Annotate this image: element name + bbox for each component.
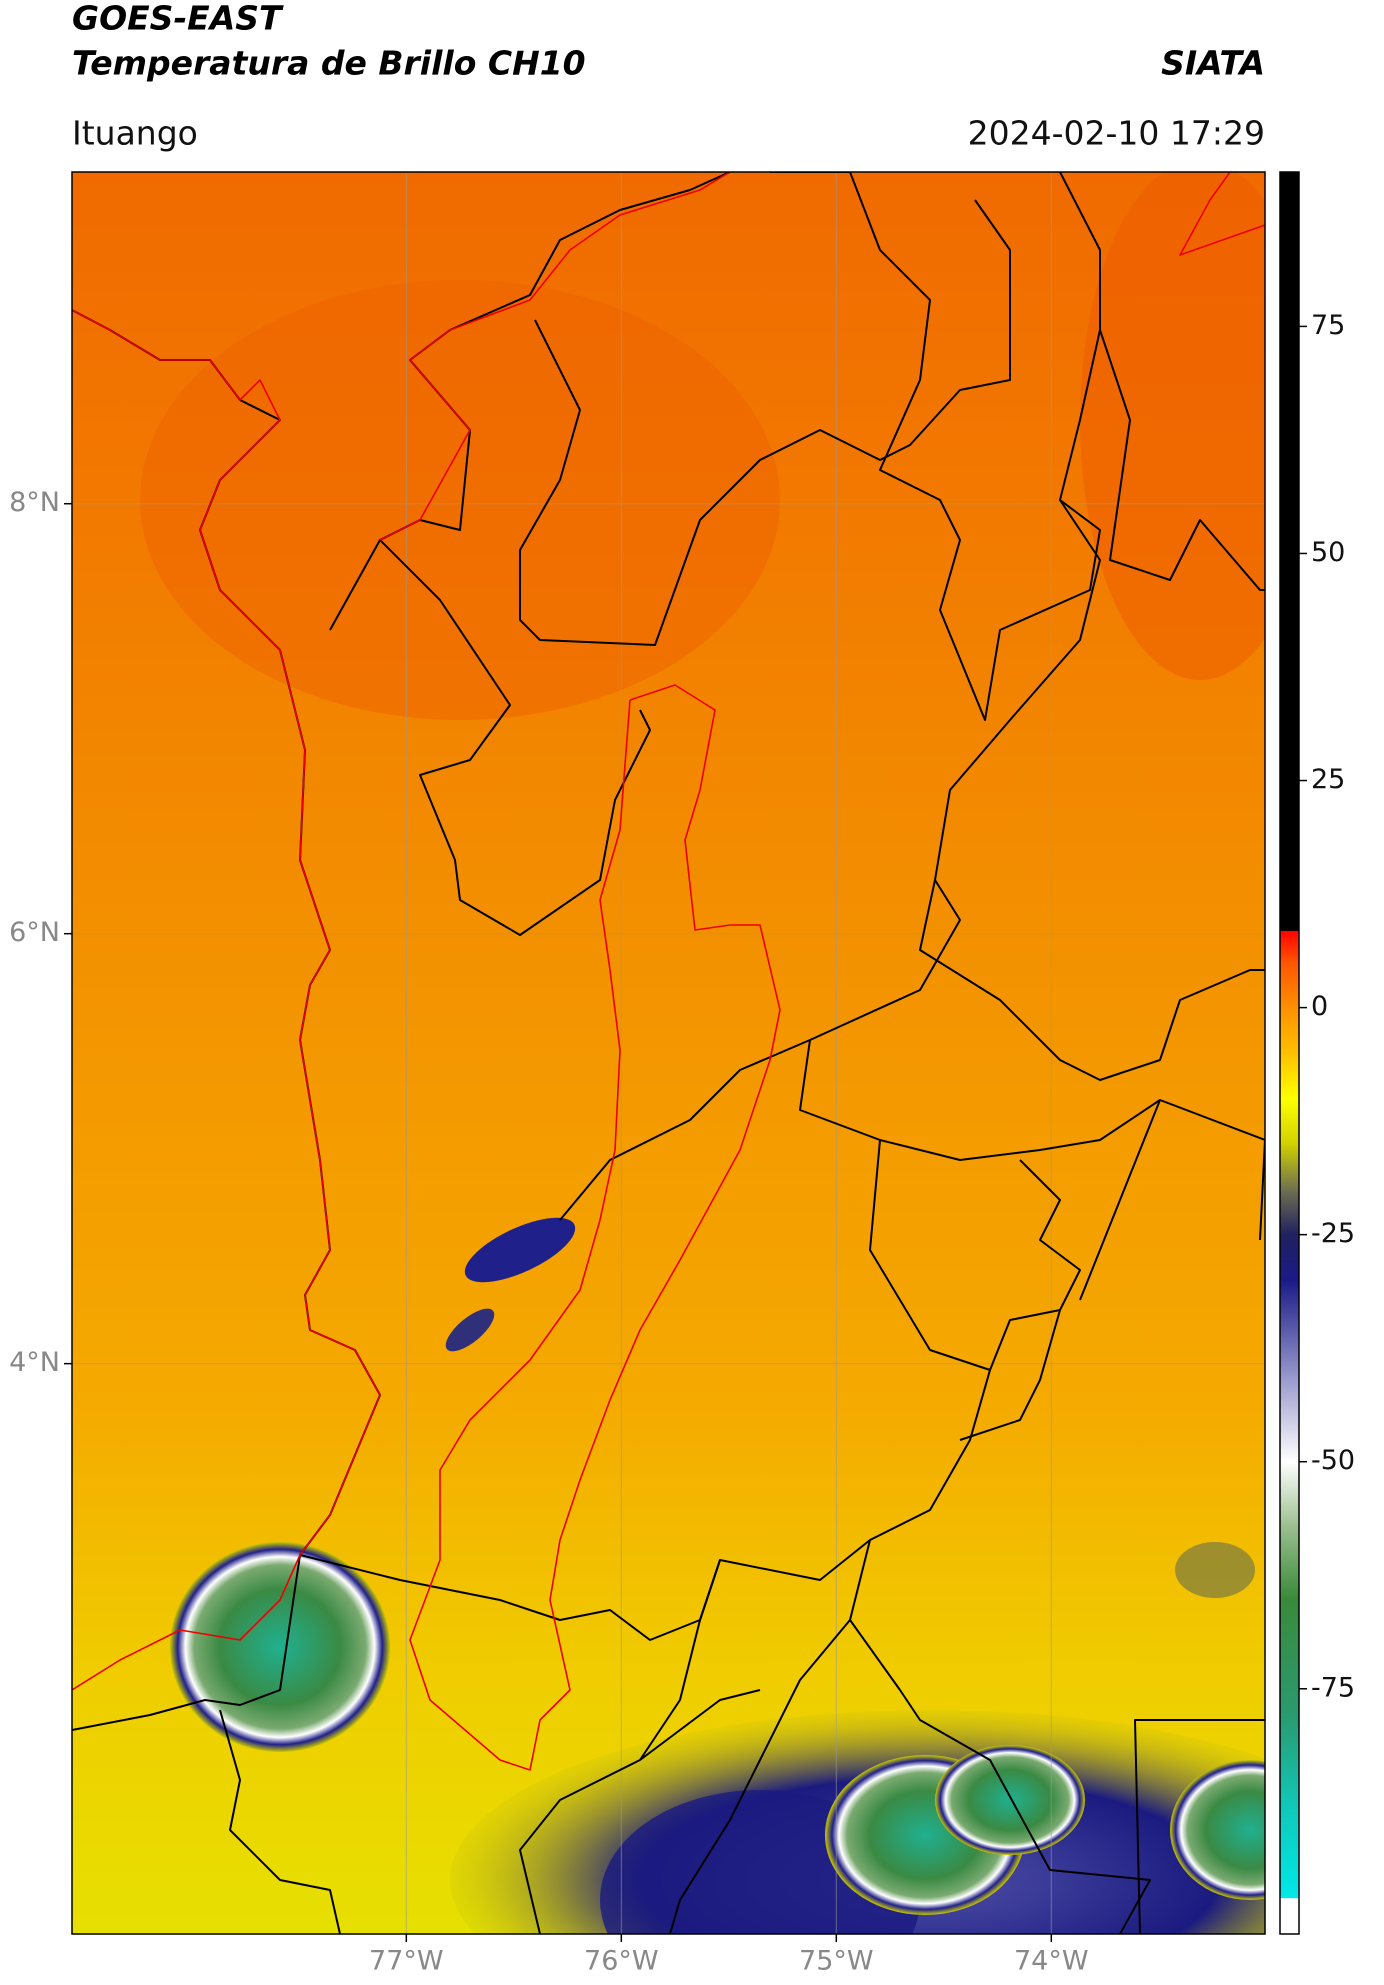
colorbar-segment xyxy=(1280,172,1299,931)
colorbar-segment xyxy=(1280,1234,1299,1281)
border xyxy=(329,539,651,936)
colorbar-segment xyxy=(1280,1007,1299,1054)
x-tick-label: 74°W xyxy=(1014,1946,1089,1977)
colorbar-segment xyxy=(1280,1897,1299,1935)
colorbar-tick-label: 75 xyxy=(1311,310,1345,341)
coastline xyxy=(379,172,1265,541)
map-frame xyxy=(71,171,1266,1935)
title: GOES-EAST xyxy=(72,0,284,38)
colorbar-tick-label: -75 xyxy=(1311,1672,1355,1703)
border xyxy=(869,1139,1081,1371)
colorbar-segment xyxy=(1280,1461,1299,1526)
colorbar-frame xyxy=(1279,171,1300,1935)
source: SIATA xyxy=(1161,44,1265,83)
convective-cloud xyxy=(1170,1760,1265,1900)
convective-cloud xyxy=(935,1745,1085,1855)
colorbar-segment xyxy=(1280,962,1299,1009)
colorbar-segment xyxy=(1280,1053,1299,1099)
colorbar-tick-label: -50 xyxy=(1311,1445,1355,1476)
warm-area xyxy=(140,280,780,720)
border xyxy=(919,879,1265,1081)
colorbar-segment xyxy=(1280,1716,1299,1808)
small-cloud xyxy=(464,1217,576,1283)
colorbar-segment xyxy=(1280,1806,1299,1899)
warm-area xyxy=(1080,172,1265,680)
y-tick-label: 8°N xyxy=(9,487,60,518)
small-cloud xyxy=(1175,1542,1255,1598)
coastline xyxy=(72,309,381,1691)
map-field xyxy=(72,172,1265,1934)
colorbar-segment xyxy=(1280,1525,1299,1599)
border xyxy=(219,1709,1265,1934)
y-tick-label: 4°N xyxy=(9,1347,60,1378)
colorbar-segment xyxy=(1280,1143,1299,1190)
border xyxy=(959,1099,1161,1441)
border xyxy=(519,1559,761,1934)
colorbar-segment xyxy=(1280,930,1299,963)
colorbar-tick-label: -25 xyxy=(1311,1218,1355,1249)
location: Ituango xyxy=(72,114,198,153)
colorbar-tick-label: 50 xyxy=(1311,537,1345,568)
convective-cloud xyxy=(170,1542,390,1752)
colorbar-tick-label: 25 xyxy=(1311,764,1345,795)
colorbar-segment xyxy=(1280,1189,1299,1236)
x-tick-label: 75°W xyxy=(799,1946,874,1977)
border xyxy=(559,499,1101,1221)
colorbar-tick-label: 0 xyxy=(1311,991,1328,1022)
subtitle: Temperatura de Brillo CH10 xyxy=(72,44,586,83)
y-tick-label: 6°N xyxy=(9,917,60,948)
border xyxy=(669,1539,1151,1934)
small-cloud xyxy=(445,1308,495,1352)
x-tick-label: 76°W xyxy=(584,1946,659,1977)
x-tick-label: 77°W xyxy=(369,1946,444,1977)
border xyxy=(1099,329,1265,591)
colorbar-segment xyxy=(1280,1280,1299,1372)
colorbar-segment xyxy=(1280,1597,1299,1717)
colorbar-segment xyxy=(1280,1098,1299,1145)
border xyxy=(770,172,1101,721)
timestamp: 2024-02-10 17:29 xyxy=(968,114,1265,153)
border xyxy=(799,1039,1265,1241)
basin-outline xyxy=(409,684,781,1771)
border xyxy=(519,199,1011,646)
colorbar-segment xyxy=(1280,1370,1299,1463)
